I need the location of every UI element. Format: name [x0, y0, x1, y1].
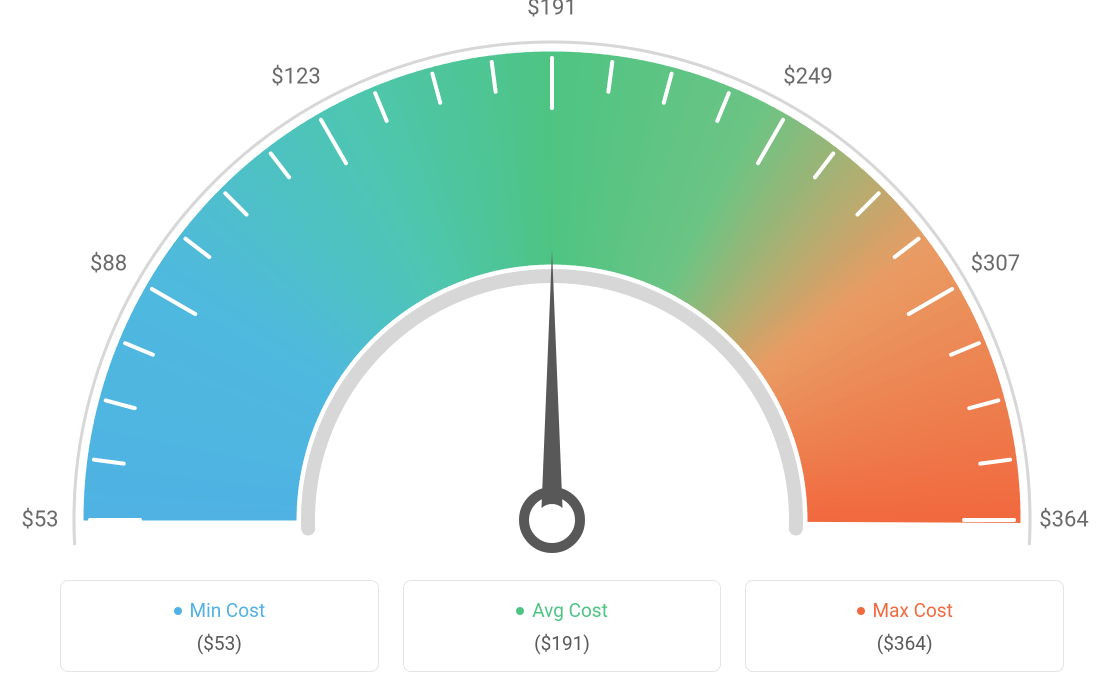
gauge-tick-label: $53	[21, 508, 58, 533]
dot-icon	[857, 607, 865, 615]
legend-title-max: Max Cost	[857, 599, 953, 622]
gauge-tick-label: $307	[971, 252, 1020, 277]
legend-card-min: Min Cost ($53)	[60, 580, 379, 672]
gauge-tick-label: $191	[527, 0, 576, 21]
gauge-tick-label: $249	[783, 64, 832, 89]
gauge-svg	[0, 0, 1104, 570]
dot-icon	[516, 607, 524, 615]
legend-row: Min Cost ($53) Avg Cost ($191) Max Cost …	[60, 580, 1064, 672]
legend-label: Min Cost	[190, 599, 266, 622]
legend-title-min: Min Cost	[174, 599, 266, 622]
legend-value: ($364)	[746, 632, 1063, 655]
gauge-tick-label: $364	[1039, 508, 1088, 533]
gauge-chart: $53 $88 $123 $191 $249 $307 $364	[0, 0, 1104, 570]
legend-label: Avg Cost	[532, 599, 608, 622]
legend-value: ($53)	[61, 632, 378, 655]
gauge-tick-label: $123	[271, 64, 320, 89]
legend-title-avg: Avg Cost	[516, 599, 608, 622]
legend-label: Max Cost	[873, 599, 953, 622]
legend-value: ($191)	[404, 632, 721, 655]
legend-card-avg: Avg Cost ($191)	[403, 580, 722, 672]
dot-icon	[174, 607, 182, 615]
gauge-tick-label: $88	[90, 252, 127, 277]
legend-card-max: Max Cost ($364)	[745, 580, 1064, 672]
